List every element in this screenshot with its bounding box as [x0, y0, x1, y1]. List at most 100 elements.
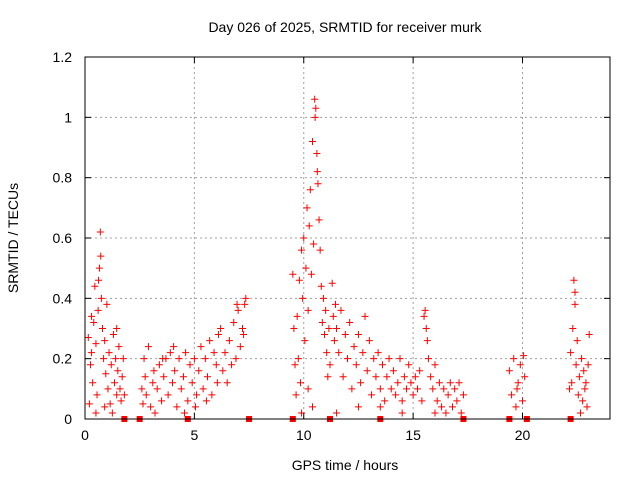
data-point [372, 373, 380, 381]
data-point [314, 180, 322, 188]
data-point [312, 104, 320, 112]
data-point [459, 391, 467, 399]
data-point [427, 373, 435, 381]
data-point [407, 379, 415, 387]
data-point [344, 355, 351, 363]
data-point [182, 349, 190, 357]
data-point [328, 279, 336, 287]
data-point [193, 391, 201, 399]
data-point [109, 331, 117, 339]
data-point [329, 312, 337, 320]
data-point [138, 385, 146, 393]
data-point [346, 318, 354, 326]
data-point [444, 391, 452, 399]
data-point [84, 334, 92, 342]
y-tick-label: 0 [64, 411, 72, 427]
data-point [225, 337, 233, 345]
data-point [429, 385, 437, 393]
data-point [431, 361, 439, 369]
data-point [116, 385, 124, 393]
data-point [184, 397, 192, 405]
data-point [201, 355, 209, 363]
data-point [301, 337, 309, 345]
data-point [147, 403, 155, 411]
data-point [583, 403, 591, 411]
data-point [398, 409, 406, 417]
data-point [302, 264, 310, 272]
data-point [585, 331, 593, 339]
x-tick-label: 5 [190, 427, 198, 443]
data-point [323, 349, 331, 357]
data-point [309, 137, 316, 145]
data-point [403, 385, 411, 393]
data-point [191, 403, 199, 411]
data-point [85, 400, 93, 408]
data-point [321, 331, 329, 339]
y-tick-label: 0.4 [53, 290, 73, 306]
data-point [213, 379, 221, 387]
data-point [376, 385, 384, 393]
data-point [241, 300, 249, 308]
data-point [438, 403, 446, 411]
data-point [418, 397, 426, 405]
data-point [337, 306, 345, 314]
data-point [455, 379, 463, 387]
data-point [381, 397, 389, 405]
data-point [150, 367, 158, 375]
data-point [411, 373, 419, 381]
data-point [385, 355, 393, 363]
data-point [197, 343, 205, 351]
data-point [508, 391, 516, 399]
data-point [516, 361, 524, 369]
data-point [195, 367, 203, 375]
data-point [298, 246, 306, 254]
data-point [239, 325, 246, 332]
data-point [576, 409, 584, 417]
data-point [204, 373, 211, 381]
data-point [574, 391, 582, 399]
data-point [102, 370, 110, 378]
data-point [230, 318, 238, 326]
data-point [457, 409, 465, 417]
data-point [420, 312, 428, 320]
data-point [155, 361, 163, 369]
data-point [112, 355, 120, 363]
data-point [311, 113, 319, 121]
data-point [139, 400, 147, 408]
data-point [140, 355, 148, 363]
data-point [409, 391, 417, 399]
data-point [296, 379, 304, 387]
data-point [89, 379, 97, 387]
data-point [90, 318, 98, 326]
data-point [95, 264, 103, 272]
data-point [566, 385, 574, 393]
data-point [93, 391, 101, 399]
data-point [306, 186, 314, 194]
data-point [582, 379, 590, 387]
data-point [341, 331, 349, 339]
data-point [113, 391, 121, 399]
data-point [510, 355, 518, 363]
data-point [451, 385, 459, 393]
data-point [289, 270, 297, 278]
data-point [505, 367, 513, 375]
data-point [571, 300, 579, 308]
data-point [325, 325, 333, 332]
data-point [169, 379, 176, 387]
data-point [361, 312, 369, 320]
data-point [339, 373, 347, 381]
data-point [94, 306, 102, 314]
data-point [118, 373, 126, 381]
data-point [106, 400, 114, 408]
data-point [149, 379, 157, 387]
data-point [88, 312, 96, 320]
data-point [368, 391, 376, 399]
data-points [84, 95, 593, 417]
data-point [370, 355, 378, 363]
data-point [567, 349, 575, 357]
data-point [579, 397, 587, 405]
data-point [350, 343, 358, 351]
data-point [115, 343, 123, 351]
data-point [242, 294, 250, 302]
